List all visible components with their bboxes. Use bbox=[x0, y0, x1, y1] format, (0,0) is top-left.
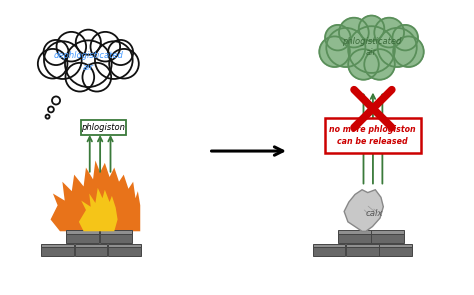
Bar bbox=[346, 244, 379, 247]
Bar bbox=[100, 230, 132, 234]
Circle shape bbox=[82, 63, 111, 91]
Circle shape bbox=[108, 40, 133, 65]
Bar bbox=[74, 244, 107, 247]
Circle shape bbox=[319, 36, 350, 67]
Bar bbox=[41, 245, 74, 256]
FancyBboxPatch shape bbox=[325, 119, 420, 153]
Bar bbox=[66, 230, 99, 234]
Text: phlogiston: phlogiston bbox=[82, 123, 125, 132]
Circle shape bbox=[378, 28, 417, 67]
Bar bbox=[100, 232, 132, 243]
Text: phlogisticated
air: phlogisticated air bbox=[342, 37, 401, 58]
Circle shape bbox=[348, 26, 395, 73]
Bar bbox=[338, 230, 371, 234]
Circle shape bbox=[95, 41, 133, 79]
Circle shape bbox=[393, 36, 424, 67]
Bar bbox=[313, 244, 346, 247]
Bar bbox=[379, 245, 412, 256]
Circle shape bbox=[364, 49, 395, 80]
Circle shape bbox=[339, 18, 369, 47]
Circle shape bbox=[46, 115, 50, 119]
Circle shape bbox=[65, 63, 94, 91]
Polygon shape bbox=[79, 188, 118, 231]
Bar bbox=[74, 245, 107, 256]
Circle shape bbox=[38, 49, 67, 78]
Bar bbox=[338, 232, 371, 243]
FancyBboxPatch shape bbox=[81, 120, 126, 135]
Circle shape bbox=[56, 32, 86, 61]
Bar bbox=[41, 244, 74, 247]
Bar bbox=[108, 245, 141, 256]
Bar bbox=[108, 244, 141, 247]
Circle shape bbox=[44, 40, 69, 65]
Circle shape bbox=[44, 41, 82, 79]
Circle shape bbox=[48, 106, 54, 112]
Circle shape bbox=[109, 49, 139, 78]
Circle shape bbox=[326, 28, 365, 67]
Circle shape bbox=[325, 25, 351, 50]
Polygon shape bbox=[344, 190, 383, 231]
Circle shape bbox=[374, 18, 404, 47]
Bar bbox=[313, 245, 346, 256]
Circle shape bbox=[392, 25, 418, 50]
Bar bbox=[379, 244, 412, 247]
Bar bbox=[66, 232, 99, 243]
Circle shape bbox=[348, 49, 379, 80]
Text: calx: calx bbox=[366, 209, 383, 218]
Polygon shape bbox=[51, 160, 140, 231]
Bar bbox=[371, 230, 404, 234]
Text: dephlogisticated
air: dephlogisticated air bbox=[54, 51, 123, 72]
Circle shape bbox=[52, 96, 60, 104]
Circle shape bbox=[359, 16, 384, 41]
Circle shape bbox=[76, 30, 101, 55]
Circle shape bbox=[91, 32, 120, 61]
Bar bbox=[371, 232, 404, 243]
Text: no more phlogiston
can be released: no more phlogiston can be released bbox=[329, 125, 416, 146]
Bar bbox=[346, 245, 379, 256]
Circle shape bbox=[65, 40, 112, 87]
